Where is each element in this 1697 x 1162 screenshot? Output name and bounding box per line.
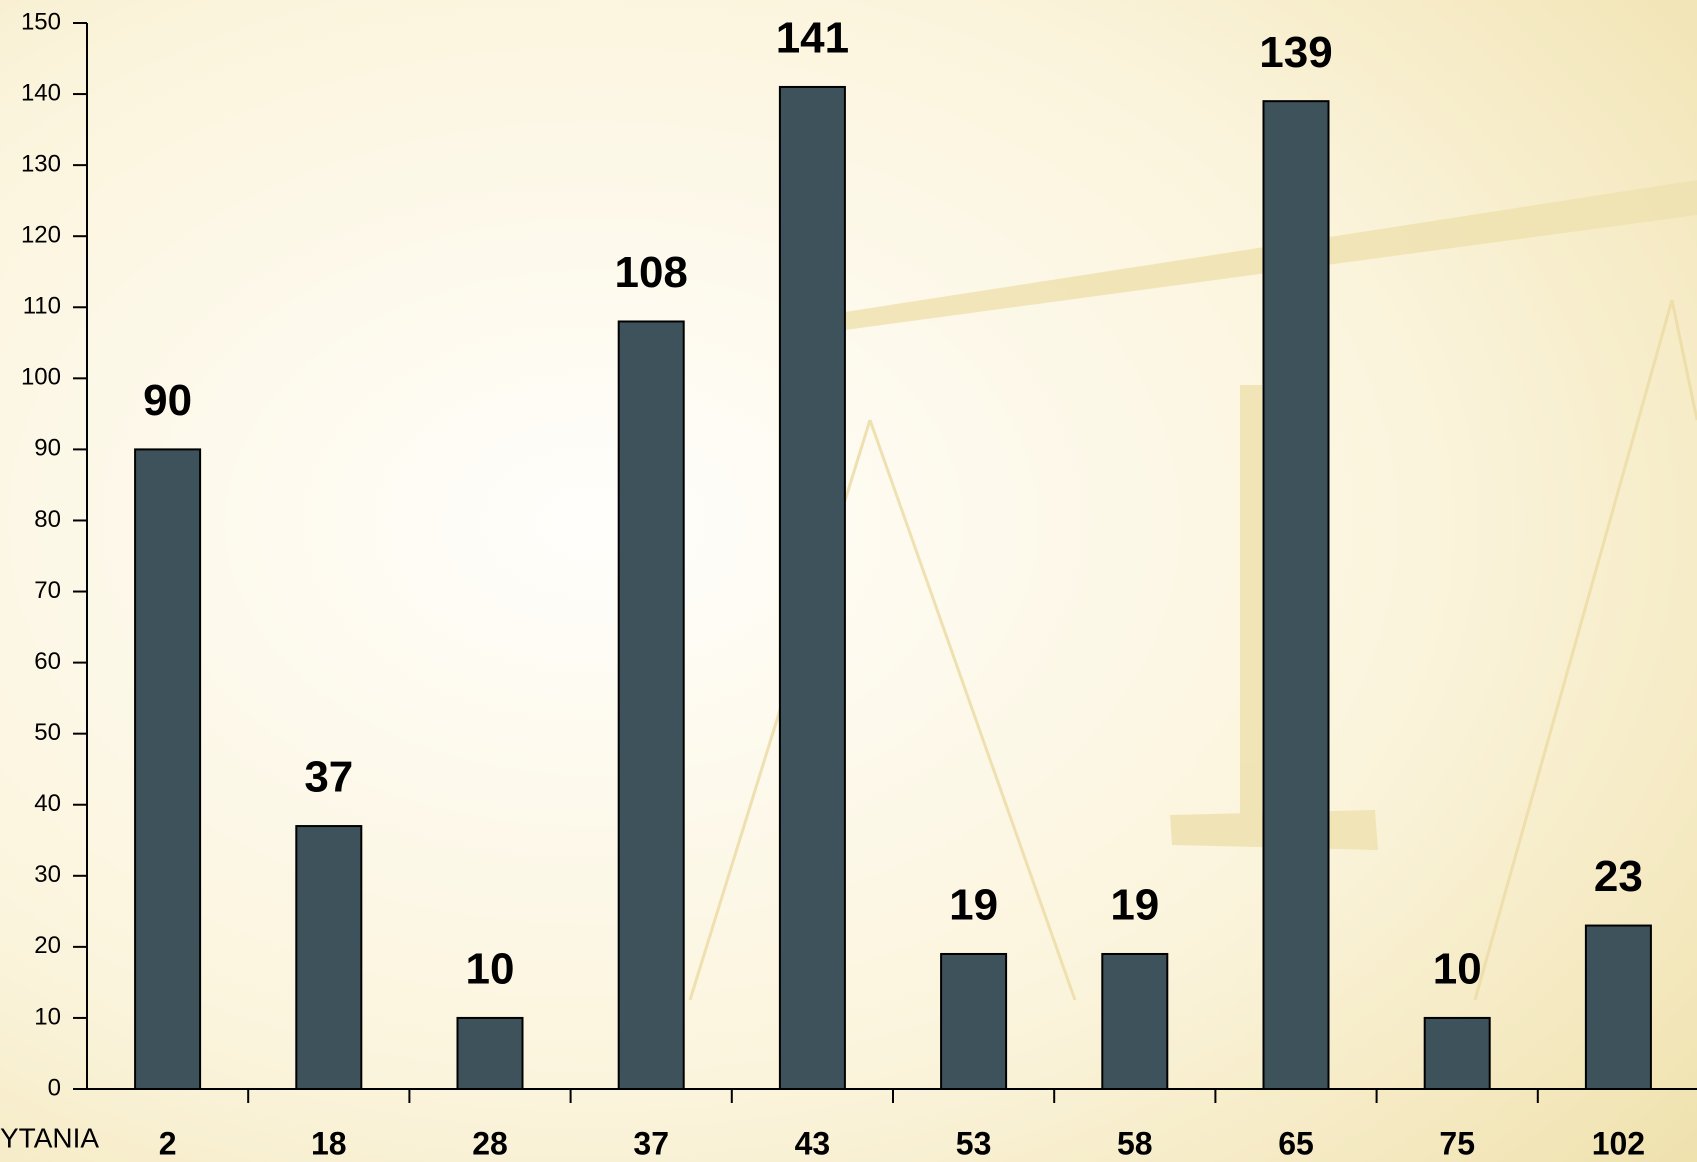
- value-label: 10: [466, 945, 515, 994]
- y-tick-label: 110: [23, 293, 61, 320]
- value-label: 23: [1594, 852, 1643, 901]
- y-tick-label: 90: [34, 435, 61, 462]
- x-tick-label: 65: [1278, 1125, 1314, 1161]
- x-tick-label: 58: [1117, 1125, 1153, 1161]
- y-tick-label: 40: [34, 790, 61, 817]
- value-label: 10: [1433, 945, 1482, 994]
- x-tick-label: 37: [633, 1125, 669, 1161]
- y-tick-label: 30: [34, 861, 61, 888]
- y-tick-label: 80: [34, 506, 61, 533]
- value-label: 108: [614, 248, 687, 297]
- x-tick-label: 102: [1592, 1125, 1645, 1161]
- x-tick-label: 43: [795, 1125, 831, 1161]
- bar: [778, 85, 846, 1090]
- x-axis-label: YTANIA: [0, 1122, 99, 1153]
- bar: [456, 1016, 524, 1091]
- bar: [134, 448, 202, 1090]
- value-label: 141: [776, 14, 849, 63]
- value-label: 139: [1259, 28, 1332, 77]
- y-tick-label: 10: [34, 1003, 61, 1030]
- y-tick-label: 50: [34, 719, 61, 746]
- bar: [617, 320, 685, 1091]
- x-tick-label: 18: [311, 1125, 347, 1161]
- bar: [940, 952, 1008, 1090]
- y-tick-label: 150: [21, 8, 61, 35]
- y-tick-label: 100: [21, 364, 61, 391]
- bar: [1584, 924, 1652, 1091]
- value-label: 90: [143, 376, 192, 425]
- x-tick-label: 53: [956, 1125, 992, 1161]
- bar: [1423, 1016, 1491, 1091]
- bar: [1101, 952, 1169, 1090]
- value-label: 19: [1110, 881, 1159, 930]
- x-tick-label: 75: [1439, 1125, 1475, 1161]
- y-tick-label: 0: [48, 1074, 61, 1101]
- y-tick-label: 130: [21, 150, 61, 177]
- y-tick-label: 120: [21, 222, 61, 249]
- bar: [295, 825, 363, 1090]
- y-tick-label: 60: [34, 648, 61, 675]
- y-tick-label: 20: [34, 932, 61, 959]
- x-tick-label: 28: [472, 1125, 508, 1161]
- y-tick-label: 140: [21, 79, 61, 106]
- x-tick-label: 2: [159, 1125, 177, 1161]
- y-tick-label: 70: [34, 577, 61, 604]
- bar: [1262, 100, 1330, 1090]
- value-label: 19: [949, 881, 998, 930]
- value-label: 37: [304, 753, 353, 802]
